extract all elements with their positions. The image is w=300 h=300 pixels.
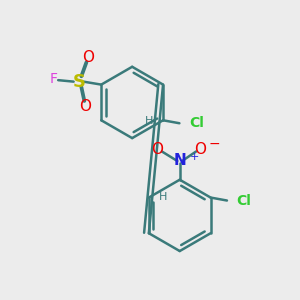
- Text: +: +: [189, 152, 199, 162]
- Text: Cl: Cl: [189, 116, 204, 130]
- Text: F: F: [50, 72, 58, 86]
- Text: O: O: [152, 142, 164, 157]
- Text: O: O: [79, 98, 91, 113]
- Text: Cl: Cl: [236, 194, 251, 208]
- Text: O: O: [194, 142, 206, 157]
- Text: −: −: [208, 137, 220, 151]
- Text: N: N: [173, 154, 186, 169]
- Text: O: O: [82, 50, 94, 65]
- Text: H: H: [145, 116, 153, 126]
- Text: H: H: [159, 192, 167, 202]
- Text: S: S: [73, 73, 85, 91]
